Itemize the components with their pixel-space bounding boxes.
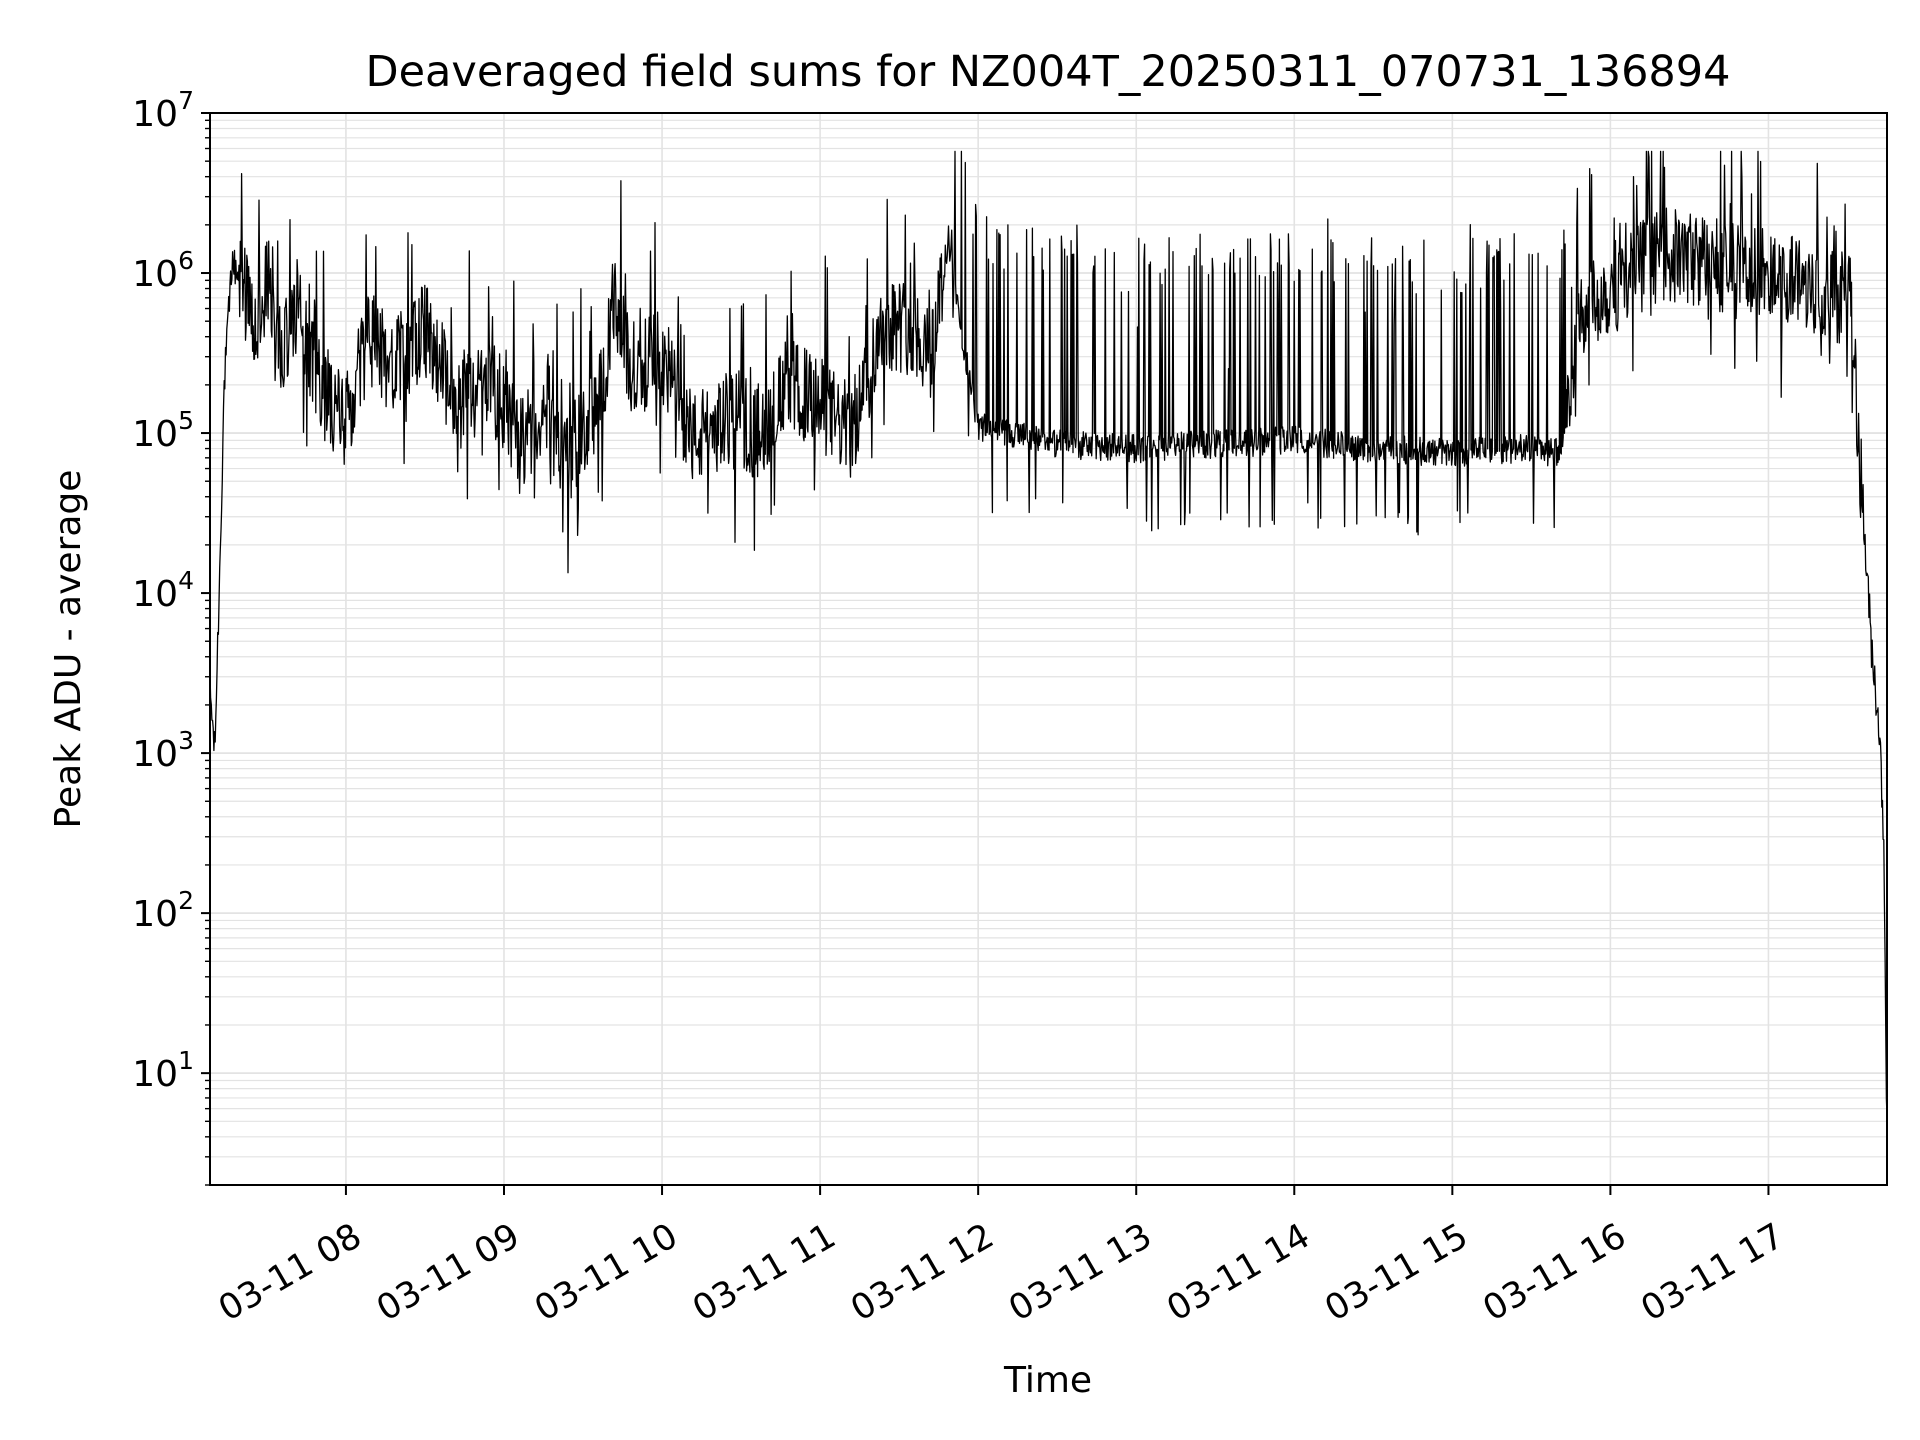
y-tick-label: 102 [132,886,194,935]
y-tick-label: 105 [132,406,194,455]
y-tick-label-exponent: 1 [178,1046,194,1075]
chart-title: Deaveraged field sums for NZ004T_2025031… [365,47,1730,97]
y-tick-label-base: 10 [132,414,178,455]
data-line-series [209,150,1888,1117]
x-axis-label: Time [1003,1360,1092,1401]
y-tick-label-exponent: 6 [178,246,194,275]
y-tick-label-base: 10 [132,894,178,935]
y-tick-label-base: 10 [132,254,178,295]
y-tick-label-base: 10 [132,574,178,615]
y-tick-label: 103 [132,726,194,775]
y-tick-label-exponent: 3 [178,726,194,755]
y-tick-label-base: 10 [132,734,178,775]
y-axis-label: Peak ADU - average [48,470,89,829]
y-tick-label-exponent: 5 [178,406,194,435]
y-tick-label-exponent: 4 [178,566,194,595]
series-layer [209,150,1888,1117]
y-tick-label-base: 10 [132,1054,178,1095]
y-tick-label: 101 [132,1046,194,1095]
y-tick-label: 106 [132,246,194,295]
grid [210,112,1887,1186]
y-tick-label-exponent: 2 [178,886,194,915]
y-tick-label-exponent: 7 [178,86,194,115]
plot-area-frame [209,112,1888,1186]
y-tick-label: 107 [132,86,194,135]
y-tick-label-base: 10 [132,94,178,135]
y-tick-label: 104 [132,566,194,615]
